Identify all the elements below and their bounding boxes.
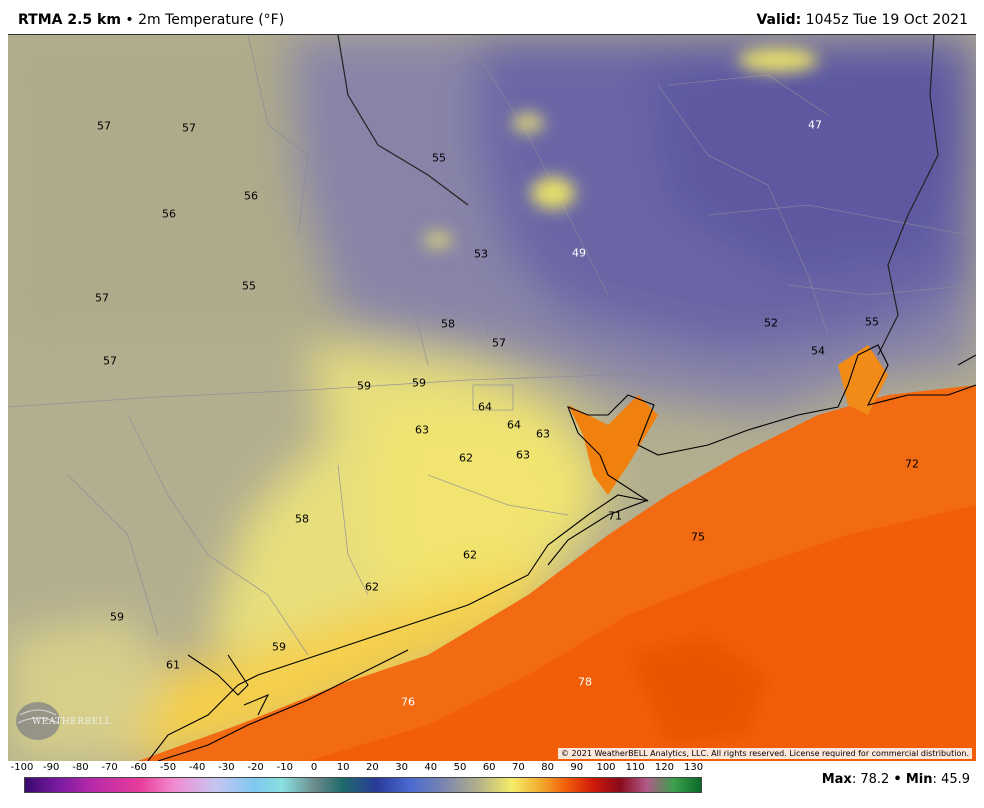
temperature-value: 78 — [578, 675, 592, 689]
max-min-stats: Max: 78.2 • Min: 45.9 — [822, 772, 970, 787]
colorbar-tick-label: 60 — [482, 762, 496, 773]
logo-text: WEATHERBELL — [32, 717, 112, 727]
colorbar-tick-label: 50 — [453, 762, 467, 773]
temperature-value: 49 — [572, 246, 586, 260]
colorbar-tick-label: 90 — [570, 762, 584, 773]
colorbar-tick-label: -60 — [130, 762, 147, 773]
temperature-value: 72 — [905, 457, 919, 471]
temperature-value: 56 — [162, 207, 176, 221]
colorbar-tick-label: -30 — [218, 762, 235, 773]
temperature-value: 75 — [691, 530, 705, 544]
county-lines — [8, 35, 976, 656]
temperature-value: 57 — [97, 119, 111, 133]
temperature-value: 62 — [365, 580, 379, 594]
warm-patches — [424, 48, 818, 248]
map-title: RTMA 2.5 km • 2m Temperature (°F) — [18, 12, 284, 28]
temperature-value: 58 — [295, 512, 309, 526]
temperature-value: 55 — [865, 315, 879, 329]
title-separator: • — [125, 12, 134, 28]
colorbar-tick-label: 110 — [625, 762, 645, 773]
temperature-value: 64 — [478, 400, 492, 414]
temperature-value: 59 — [272, 640, 286, 654]
gulf-hot-spot — [628, 635, 768, 745]
colorbar-tick-label: -100 — [10, 762, 34, 773]
temperature-value: 59 — [110, 610, 124, 624]
temperature-value: 76 — [401, 695, 415, 709]
temperature-value: 71 — [608, 509, 622, 523]
temperature-value: 55 — [242, 279, 256, 293]
colorbar-tick-label: 80 — [541, 762, 554, 773]
temperature-value: 57 — [103, 354, 117, 368]
colorbar-tick-label: -40 — [189, 762, 206, 773]
colorbar-tick-label: 0 — [310, 762, 318, 773]
temperature-value: 55 — [432, 151, 446, 165]
min-value: : 45.9 — [932, 772, 970, 787]
colorbar-tick-label: -90 — [43, 762, 60, 773]
colorbar-tick-label: -20 — [247, 762, 264, 773]
colorbar-tick-label: 130 — [684, 762, 704, 773]
temperature-value: 61 — [166, 658, 180, 672]
colorbar-tick-label: 20 — [366, 762, 379, 773]
colorbar-tick-label: -80 — [72, 762, 89, 773]
weatherbell-logo: WEATHERBELL — [12, 699, 111, 743]
temperature-value: 57 — [95, 291, 109, 305]
galveston-bay — [568, 395, 658, 495]
colorbar-tick-label: 30 — [395, 762, 408, 773]
valid-time: Valid: 1045z Tue 19 Oct 2021 — [756, 12, 968, 28]
state-border — [337, 35, 939, 356]
temperature-value: 62 — [463, 548, 477, 562]
temperature-value: 53 — [474, 247, 488, 261]
model-name: RTMA 2.5 km — [18, 12, 121, 28]
temperature-value: 62 — [459, 451, 473, 465]
max-label: Max — [821, 772, 852, 787]
temperature-value: 52 — [764, 316, 778, 330]
temperature-value: 58 — [441, 317, 455, 331]
temperature-value: 63 — [415, 423, 429, 437]
colorbar-tick-label: 40 — [424, 762, 438, 773]
gulf-warmest-water — [308, 505, 976, 761]
max-value: : 78.2 — [851, 772, 890, 787]
temperature-value: 64 — [507, 418, 521, 432]
colorbar-tick-label: 10 — [336, 762, 350, 773]
temperature-value: 59 — [357, 379, 371, 393]
stats-separator: • — [893, 772, 902, 787]
temperature-value: 57 — [182, 121, 196, 135]
coastline — [147, 344, 976, 761]
temperature-value: 56 — [244, 189, 258, 203]
colorbar-ticks: -100 -90 -80 -70 -60 -50 -40 -30 -20 -10 0 10 20 30 40… — [0, 762, 720, 776]
header: RTMA 2.5 km • 2m Temperature (°F) Valid:… — [0, 0, 984, 34]
colorbar-tick-label: -50 — [159, 762, 177, 773]
temperature-colorbar — [24, 777, 702, 793]
colorbar-tick-label: -10 — [276, 762, 293, 773]
valid-time-value: 1045z Tue 19 Oct 2021 — [805, 12, 968, 28]
colorbar-tick-label: -70 — [101, 762, 118, 773]
temperature-value: 63 — [536, 427, 550, 441]
min-label: Min — [905, 772, 933, 787]
temperature-map — [8, 35, 976, 761]
globe-icon — [16, 702, 60, 740]
map-panel[interactable]: 57 57 55 47 56 56 53 49 57 55 58 57 52 55 54 57 59 59 64 64… — [8, 34, 976, 761]
temperature-shading — [8, 35, 976, 761]
field-name: 2m Temperature (°F) — [138, 12, 285, 28]
colorbar-tick-label: 100 — [596, 762, 616, 773]
temperature-value: 57 — [492, 336, 506, 350]
sabine-lake — [838, 345, 888, 415]
valid-label: Valid: — [756, 12, 802, 28]
temperature-value: 59 — [412, 376, 426, 390]
colorbar-tick-label: 120 — [654, 762, 674, 773]
temperature-value: 54 — [811, 344, 825, 358]
temperature-value: 63 — [516, 448, 530, 462]
colorbar-tick-label: 70 — [512, 762, 525, 773]
temperature-value: 47 — [808, 118, 822, 132]
copyright-notice: © 2021 WeatherBELL Analytics, LLC. All r… — [558, 748, 972, 759]
